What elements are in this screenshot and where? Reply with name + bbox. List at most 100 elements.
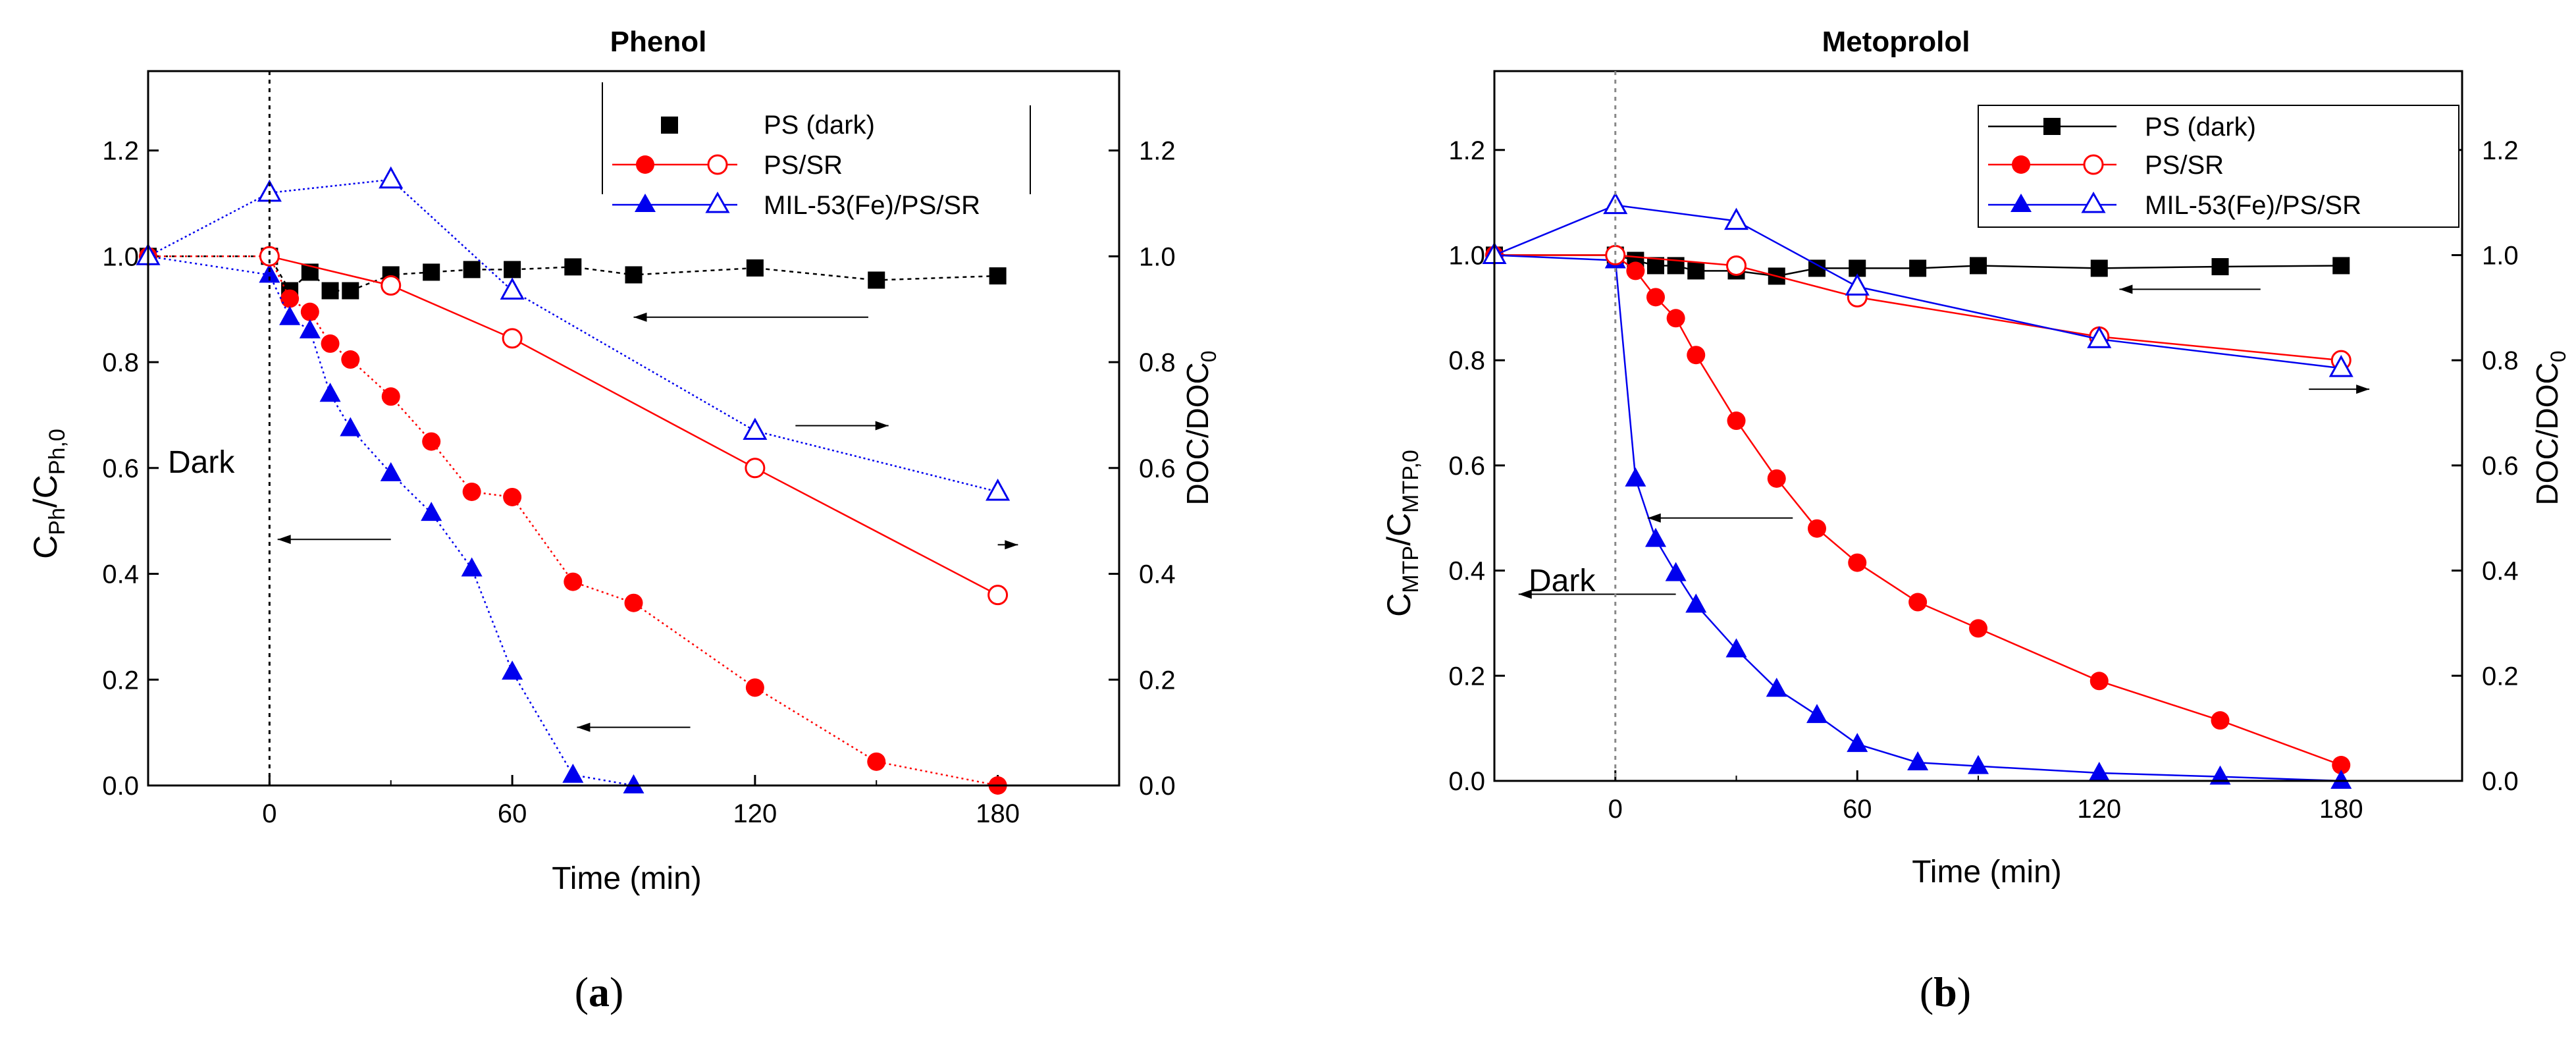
y-tick-label-right: 0.2 (1139, 666, 1176, 695)
series-layer (1482, 192, 2353, 789)
data-point (463, 261, 481, 279)
axis-arrow-head (875, 421, 889, 431)
chart-title: Phenol (610, 26, 707, 58)
data-point (1723, 207, 1749, 230)
y-tick-label-left: 0.4 (1448, 557, 1485, 586)
y-axis-label-left: CMTP/CMTP,0 (1380, 450, 1423, 617)
data-point (564, 258, 582, 276)
y-tick-label-right: 0.6 (2482, 452, 2519, 481)
data-point (421, 502, 442, 521)
plot-frame (147, 70, 1120, 787)
dark-annotation: Dark (168, 445, 235, 480)
legend-marker-mil-open (705, 191, 730, 213)
y-tick-label-right: 1.0 (2482, 241, 2519, 270)
data-point (1645, 527, 1666, 547)
data-point (1603, 192, 1628, 215)
y-tick-label-right: 0.4 (2482, 557, 2519, 586)
data-point (1626, 261, 1645, 280)
legend-marker-mil-open (2081, 191, 2106, 213)
data-point (2330, 770, 2352, 789)
data-point (2211, 258, 2229, 276)
data-point (1726, 255, 1747, 276)
legend-label-mil: MIL-53(Fe)/PS/SR (764, 191, 980, 220)
data-point (1766, 678, 1787, 697)
legend-marker-ps-dark (661, 117, 678, 134)
data-point (340, 417, 361, 437)
data-point (1685, 593, 1707, 613)
data-point (1725, 638, 1747, 658)
data-point (381, 275, 402, 296)
y-tick-label-right: 0.4 (1139, 560, 1176, 589)
y-tick-label-left: 1.0 (102, 242, 139, 271)
data-point (743, 417, 768, 440)
panel-label-b: (b) (1920, 969, 1971, 1015)
axis-arrow-head (633, 312, 647, 322)
data-point (2209, 765, 2231, 785)
data-point (868, 271, 885, 289)
x-tick-label: 0 (1608, 795, 1623, 824)
data-point (321, 334, 340, 353)
series-layer (136, 166, 1011, 795)
data-point (1907, 751, 1929, 771)
legend-label-ps-sr: PS/SR (764, 151, 843, 180)
data-point (1970, 257, 1987, 275)
series-line-2 (147, 255, 634, 787)
arrow-layer (1518, 284, 2370, 599)
data-point (624, 593, 643, 612)
chart-title: Metoprolol (1822, 26, 1970, 58)
legend-label-ps-sr: PS/SR (2145, 151, 2224, 180)
data-point (2087, 326, 2112, 348)
y-tick-label-right: 0.8 (1139, 348, 1176, 377)
y-tick-label-right: 1.2 (2482, 136, 2519, 165)
data-point (342, 282, 359, 300)
legend-marker-ps-sr-open (2083, 154, 2104, 175)
dark-annotation: Dark (1529, 564, 1596, 598)
y-tick-label-right: 0.0 (1139, 772, 1176, 801)
data-point (504, 261, 521, 279)
data-point (502, 328, 523, 349)
data-point (319, 383, 341, 402)
axis-arrow-head (1005, 540, 1018, 550)
chart-panel-phenol: Phenol 0 60 120 180 0.0 0.0 0.2 0.2 0.4 0.4 0.6 0.6… (27, 26, 1221, 1015)
axis-arrow-head (577, 722, 591, 732)
data-point (500, 277, 525, 300)
data-point (2332, 756, 2351, 775)
legend-marker-mil-filled (2011, 194, 2032, 212)
axis-arrow-head (2119, 284, 2133, 294)
y-tick-label-right: 0.8 (2482, 346, 2519, 375)
data-point (341, 350, 360, 369)
data-point (2211, 711, 2230, 730)
data-point (423, 263, 440, 281)
series-line-4 (147, 178, 998, 493)
x-tick-label: 180 (976, 799, 1020, 828)
data-point (1767, 469, 1786, 488)
x-tick-label: 60 (1843, 795, 1872, 824)
y-tick-label-left: 0.4 (102, 560, 139, 589)
series-line-0 (148, 255, 998, 292)
data-point (1969, 619, 1987, 638)
x-tick-label: 120 (733, 799, 777, 828)
data-point (502, 660, 523, 680)
data-point (1665, 562, 1687, 581)
y-tick-label-right: 0.0 (2482, 767, 2519, 796)
legend-marker-ps-dark (2043, 118, 2061, 135)
data-point (259, 263, 280, 283)
data-point (1909, 259, 1927, 277)
data-point (564, 572, 583, 591)
series-line-1 (148, 255, 998, 787)
data-point (1845, 273, 1870, 296)
y-tick-label-right: 0.6 (1139, 454, 1176, 483)
y-axis-label-right: DOC/DOC0 (2530, 350, 2570, 505)
data-point (300, 302, 319, 321)
data-point (989, 267, 1007, 285)
data-point (2088, 762, 2110, 782)
tick-layer: 0 60 120 180 0.0 0.0 0.2 0.2 0.4 0.4 0.6 0.6 0.8 0.8 1… (102, 137, 1175, 828)
legend-marker-mil-filled (635, 194, 656, 212)
data-point (746, 259, 764, 277)
y-tick-label-left: 0.8 (102, 348, 139, 377)
y-tick-label-left: 0.0 (102, 772, 139, 801)
data-point (381, 387, 400, 406)
data-point (1848, 553, 1867, 572)
series-line-2 (1494, 254, 2342, 782)
data-point (503, 487, 522, 506)
